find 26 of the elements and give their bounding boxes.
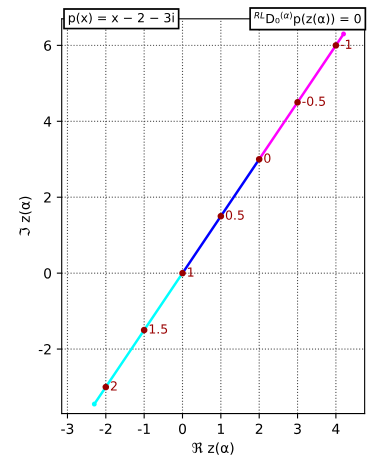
annotation: 0.5 [226,210,244,220]
x-tick-label: -1 [138,424,150,434]
point [92,402,97,407]
y-tick-label: 2 [44,192,51,202]
x-tick-label: 0 [179,424,186,434]
x-tick-label: -2 [100,424,112,434]
x-tick-label: 2 [256,424,262,434]
point [341,32,346,36]
y-tick-label: 0 [44,268,52,279]
annotation: $^{RL}$D₀$^{(α)}$p(z(α)) = 0 [254,12,361,26]
x-tick-label: 4 [332,424,340,434]
annotation: 1 [188,267,194,277]
x-tick-label: 1 [218,424,224,434]
y-tick-label: 6 [44,40,52,51]
annotation: 0 [264,153,270,163]
y-tick-label: -2 [38,344,51,354]
annotation: p(x) = x − 2 − 3i [68,12,174,25]
y-tick-label: 4 [44,116,52,127]
annotation: -1 [340,40,352,49]
annotation: 2 [110,381,117,390]
x-tick-label: 3 [294,424,301,434]
annotation: 1.5 [150,324,168,334]
annotation: -0.5 [302,96,326,106]
x-axis-title: ℜ z(α) [192,442,234,455]
y-axis-title: ℑ z(α) [19,196,32,236]
x-tick-label: -3 [61,424,74,434]
